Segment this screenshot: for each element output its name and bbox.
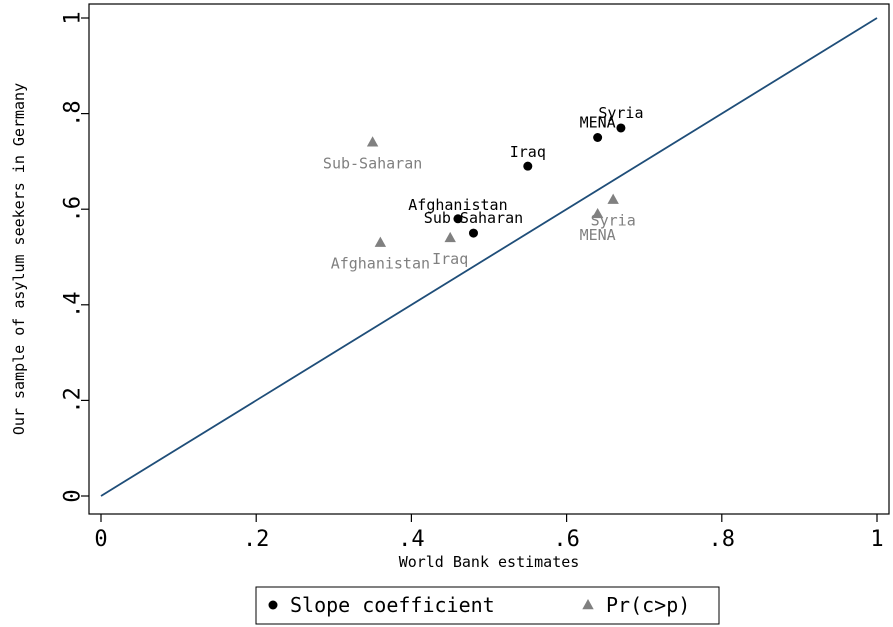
- data-point-circle: [523, 161, 533, 171]
- plot-area: [88, 3, 890, 515]
- point-label: MENA: [580, 226, 616, 244]
- data-marks: AfghanistanSub-SaharanIraqMENASyriaSub-S…: [323, 104, 644, 273]
- y-tick-label: .8: [61, 100, 86, 127]
- point-label: Syria: [591, 212, 636, 230]
- data-point-circle: [468, 228, 478, 238]
- y-tick-label: .4: [61, 292, 86, 319]
- data-point-triangle: [444, 231, 456, 243]
- legend-marker-circle: [268, 600, 278, 610]
- y-axis: 0 .2 .4 .6 .8 1: [61, 11, 89, 503]
- point-label: Afghanistan: [331, 255, 430, 273]
- x-tick-label: 1: [870, 527, 883, 552]
- x-tick-label: 0: [94, 527, 107, 552]
- y-tick-label: 1: [61, 11, 86, 24]
- data-point-triangle: [607, 193, 619, 204]
- legend: Slope coefficient Pr(c>p): [255, 586, 720, 625]
- y-tick-label: .2: [61, 387, 86, 414]
- x-tick-label: .4: [398, 527, 425, 552]
- x-axis-label: World Bank estimates: [399, 553, 580, 571]
- point-label: Iraq: [432, 250, 468, 268]
- data-point-triangle: [374, 236, 387, 247]
- reference-line-45-degree: [100, 17, 878, 497]
- x-tick-label: .2: [243, 527, 270, 552]
- point-label: MENA: [580, 114, 616, 132]
- x-tick-label: .8: [709, 527, 736, 552]
- legend-label: Slope coefficient: [290, 593, 495, 617]
- legend-marker-triangle: [582, 599, 594, 610]
- data-point-triangle: [366, 136, 379, 147]
- x-axis: 0 .2 .4 .6 .8 1: [94, 514, 884, 552]
- point-label: Syria: [598, 104, 643, 122]
- legend-label: Pr(c>p): [606, 593, 690, 617]
- point-label: Sub-Saharan: [424, 209, 523, 227]
- y-tick-label: 0: [61, 489, 86, 502]
- data-point-triangle: [591, 207, 604, 219]
- point-label: Sub-Saharan: [323, 154, 422, 172]
- data-point-circle: [453, 214, 463, 224]
- point-label: Afghanistan: [408, 196, 507, 214]
- legend-box: [255, 586, 720, 625]
- point-label: Iraq: [510, 143, 546, 161]
- y-tick-label: .6: [61, 196, 86, 223]
- y-axis-label: Our sample of asylum seekers in Germany: [10, 83, 28, 435]
- x-tick-label: .6: [553, 527, 580, 552]
- data-point-circle: [616, 123, 626, 133]
- data-point-circle: [593, 133, 603, 142]
